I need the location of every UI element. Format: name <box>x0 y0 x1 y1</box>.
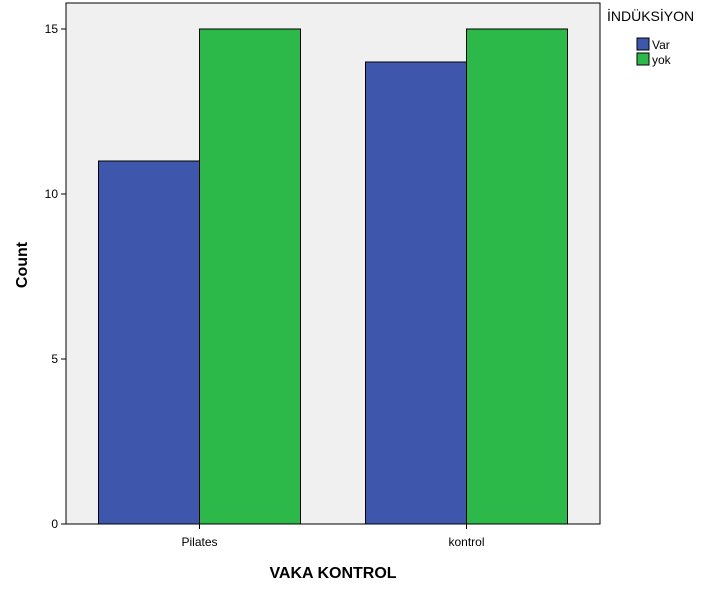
legend-swatch-var <box>636 37 650 51</box>
bar-kontrol-var <box>365 61 467 525</box>
bar-kontrol-yok <box>466 28 568 525</box>
y-axis: 0 5 10 15 <box>45 22 66 531</box>
y-tick-label: 5 <box>51 352 58 366</box>
legend-title: İNDÜKSİYON <box>607 7 694 24</box>
bars-group <box>98 28 568 525</box>
legend-label-yok: yok <box>652 53 672 67</box>
y-axis-title: Count <box>14 241 31 288</box>
x-tick-label-kontrol: kontrol <box>448 535 484 549</box>
bar-pilates-var <box>98 160 200 525</box>
y-tick-label: 10 <box>45 187 59 201</box>
x-tick-label-pilates: Pilates <box>181 535 217 549</box>
y-tick-label: 15 <box>45 22 59 36</box>
y-tick-label: 0 <box>51 517 58 531</box>
bar-pilates-yok <box>199 28 301 525</box>
x-axis: Pilates kontrol <box>181 524 485 549</box>
x-axis-title: VAKA KONTROL <box>269 565 396 582</box>
legend-swatch-yok <box>636 52 650 66</box>
legend-label-var: Var <box>652 38 670 52</box>
